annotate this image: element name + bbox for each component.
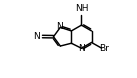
Text: NH: NH — [75, 4, 88, 13]
Text: Br: Br — [99, 44, 109, 53]
Text: N: N — [57, 22, 63, 31]
Text: N: N — [33, 32, 40, 41]
Text: N: N — [79, 44, 85, 53]
